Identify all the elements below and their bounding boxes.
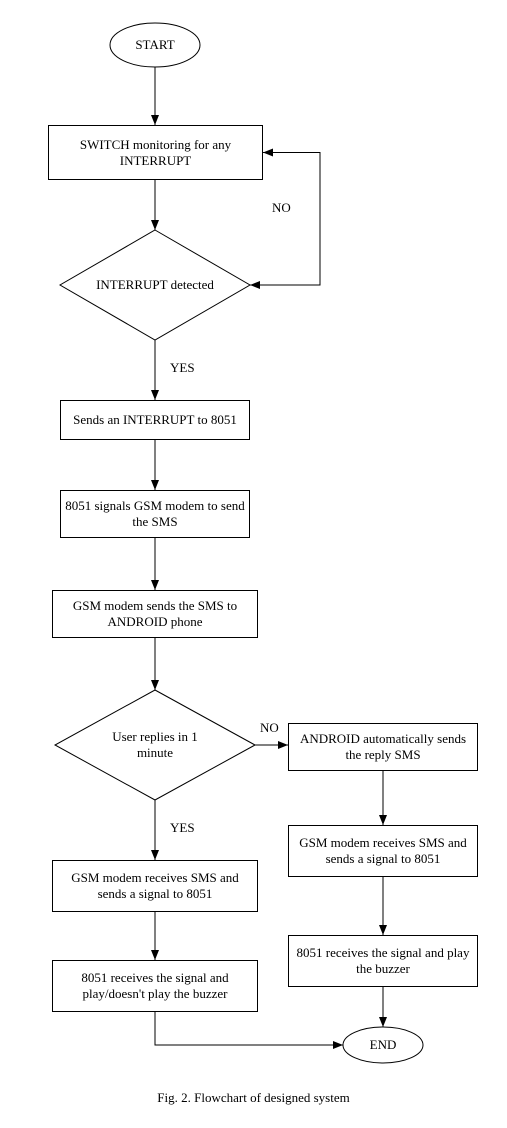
node-label: INTERRUPT detected [96, 277, 214, 293]
node-gsm-sends-sms: GSM modem sends the SMS to ANDROID phone [52, 590, 258, 638]
node-label: User replies in 1 minute [95, 729, 215, 761]
node-start: START [110, 23, 200, 67]
node-gsm-receives-no: GSM modem receives SMS and sends a signa… [288, 825, 478, 877]
node-interrupt-detected: INTERRUPT detected [95, 260, 215, 310]
edge-label-yes-2: YES [170, 820, 195, 836]
node-label: ANDROID automatically sends the reply SM… [293, 731, 473, 763]
node-8051-signals-gsm: 8051 signals GSM modem to send the SMS [60, 490, 250, 538]
node-label: Sends an INTERRUPT to 8051 [73, 412, 237, 428]
flowchart-canvas: SWITCH monitoring for any INTERRUPT Send… [0, 0, 507, 1128]
node-label: GSM modem receives SMS and sends a signa… [293, 835, 473, 867]
node-end: END [343, 1027, 423, 1063]
node-label: SWITCH monitoring for any INTERRUPT [53, 137, 258, 169]
node-label: END [370, 1037, 397, 1053]
node-label: 8051 receives the signal and play/doesn'… [57, 970, 253, 1002]
node-8051-play-buzzer: 8051 receives the signal and play the bu… [288, 935, 478, 987]
node-gsm-receives-yes: GSM modem receives SMS and sends a signa… [52, 860, 258, 912]
node-send-interrupt-8051: Sends an INTERRUPT to 8051 [60, 400, 250, 440]
edge-label-no-2: NO [260, 720, 279, 736]
edge-label-yes-1: YES [170, 360, 195, 376]
node-android-auto-reply: ANDROID automatically sends the reply SM… [288, 723, 478, 771]
node-switch-monitoring: SWITCH monitoring for any INTERRUPT [48, 125, 263, 180]
node-label: GSM modem sends the SMS to ANDROID phone [57, 598, 253, 630]
edge-label-no-1: NO [272, 200, 291, 216]
node-8051-play-or-not-buzzer: 8051 receives the signal and play/doesn'… [52, 960, 258, 1012]
node-label: START [135, 37, 174, 53]
node-label: 8051 signals GSM modem to send the SMS [65, 498, 245, 530]
node-user-replies: User replies in 1 minute [95, 720, 215, 770]
node-label: GSM modem receives SMS and sends a signa… [57, 870, 253, 902]
figure-caption: Fig. 2. Flowchart of designed system [0, 1090, 507, 1106]
node-label: 8051 receives the signal and play the bu… [293, 945, 473, 977]
